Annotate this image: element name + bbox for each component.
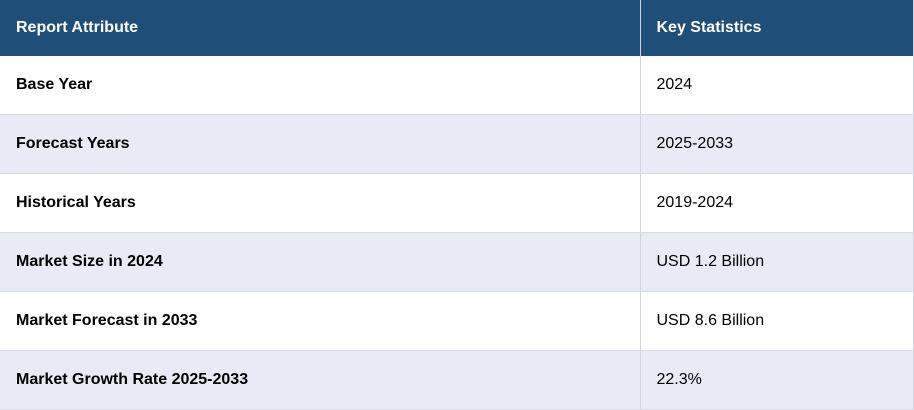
header-cell: Key Statistics (640, 0, 914, 56)
attribute-cell: Base Year (0, 56, 641, 115)
attribute-cell: Market Size in 2024 (0, 232, 641, 292)
value-cell: 2025-2033 (640, 114, 914, 174)
value-cell: USD 8.6 Billion (640, 291, 914, 351)
table-row: Market Growth Rate 2025-2033 22.3% (0, 350, 914, 410)
table-row: Market Size in 2024 USD 1.2 Billion (0, 232, 914, 292)
table-body: Base Year 2024 Forecast Years 2025-2033 Hist… (0, 56, 914, 410)
attribute-cell: Market Forecast in 2033 (0, 291, 641, 351)
value-cell: USD 1.2 Billion (640, 232, 914, 292)
header-row: Report Attribute Key Statistics (0, 0, 914, 56)
table-row: Forecast Years 2025-2033 (0, 114, 914, 174)
value-cell: 2019-2024 (640, 173, 914, 233)
table-row: Historical Years 2019-2024 (0, 173, 914, 233)
header-cell: Report Attribute (0, 0, 641, 56)
value-cell: 2024 (640, 56, 914, 115)
value-cell: 22.3% (640, 350, 914, 410)
attribute-cell: Forecast Years (0, 114, 641, 174)
attribute-cell: Historical Years (0, 173, 641, 233)
table-row: Market Forecast in 2033 USD 8.6 Billion (0, 291, 914, 351)
table-row: Base Year 2024 (0, 56, 914, 115)
attribute-cell: Market Growth Rate 2025-2033 (0, 350, 641, 410)
